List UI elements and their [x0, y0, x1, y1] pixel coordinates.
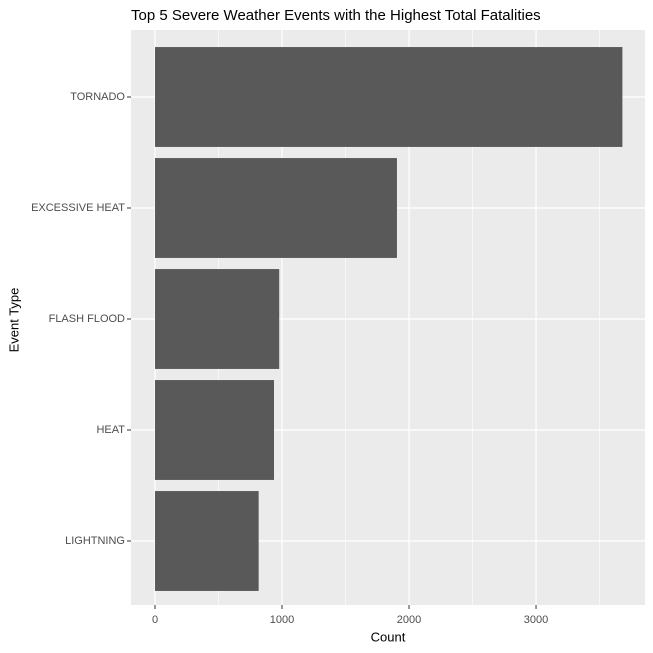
y-tick-label: EXCESSIVE HEAT — [31, 202, 125, 214]
y-tick-label: HEAT — [96, 424, 125, 436]
bar — [155, 158, 397, 258]
bar — [155, 380, 275, 480]
chart-title: Top 5 Severe Weather Events with the Hig… — [131, 7, 541, 24]
x-axis-label: Count — [371, 629, 406, 644]
bar — [155, 47, 623, 147]
y-axis-label: Event Type — [6, 288, 21, 353]
x-tick-label: 2000 — [397, 614, 421, 626]
x-tick-label: 0 — [152, 614, 158, 626]
x-tick-label: 3000 — [524, 614, 548, 626]
y-tick-label: LIGHTNING — [65, 535, 125, 547]
y-tick-label: FLASH FLOOD — [49, 313, 125, 325]
x-tick-label: 1000 — [270, 614, 294, 626]
bar — [155, 269, 280, 369]
y-tick-label: TORNADO — [70, 91, 125, 103]
bar — [155, 491, 259, 591]
